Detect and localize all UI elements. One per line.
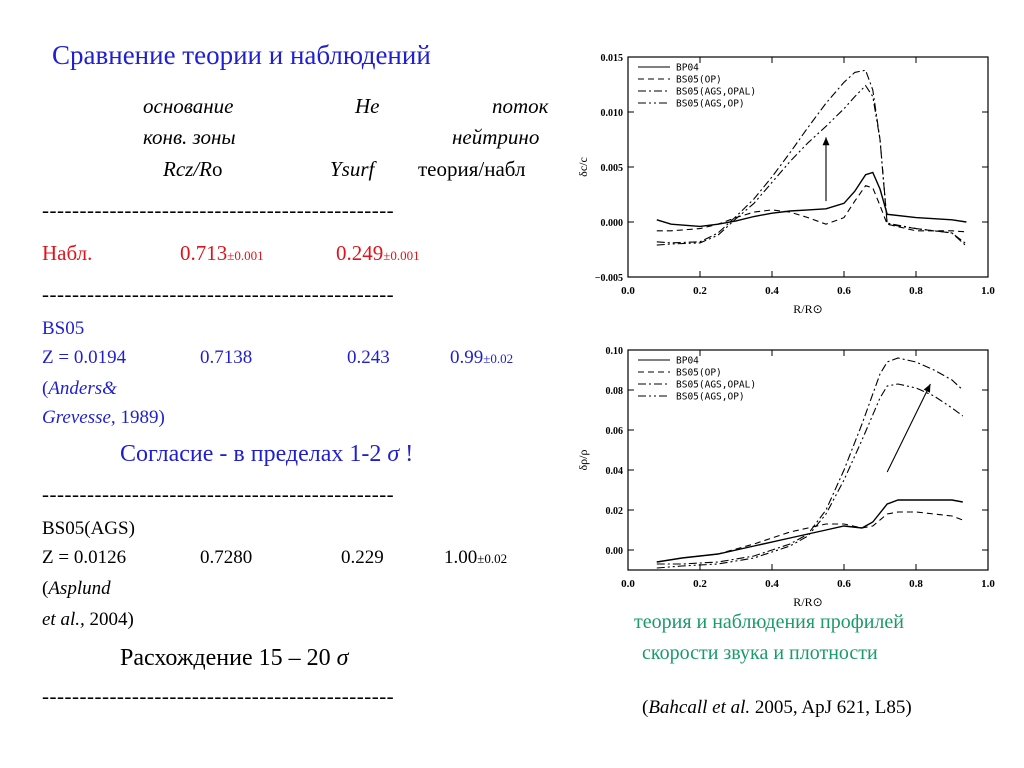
- legend-label: BP04: [676, 63, 699, 74]
- annotation-arrow: [886, 383, 931, 473]
- header-col3-line3: теория/набл: [418, 157, 526, 181]
- legend-label: BS05(AGS,OPAL): [676, 87, 756, 98]
- y-tick-label: 0.02: [606, 506, 624, 517]
- series-line-1: [656, 499, 963, 563]
- legend-label: BS05(OP): [676, 75, 722, 86]
- observed-label: Набл.: [42, 241, 93, 265]
- density-profile-chart: 0.0 0.2 0.4 0.6 0.8 1.0 0.00 0.02 0.04 0.06 0.08 0.…: [576, 346, 995, 609]
- bs05-verdict: Согласие - в пределах 1-2 σ !: [120, 441, 414, 467]
- x-axis-label: R/R⊙: [793, 595, 822, 609]
- page-title: Сравнение теории и наблюдений: [52, 40, 431, 70]
- x-tick-label: 0.0: [621, 285, 635, 297]
- legend-label: BS05(AGS,OPAL): [676, 380, 756, 391]
- y-axis-label: δc/c: [576, 157, 590, 177]
- x-tick-label: 1.0: [981, 285, 995, 297]
- series-line-1: [656, 171, 967, 228]
- header-col3-line2: нейтрино: [452, 125, 540, 149]
- x-tick-label: 0.6: [837, 285, 851, 297]
- y-tick-label: 0.000: [601, 218, 624, 229]
- bs05-flux: 0.99±0.02: [450, 347, 514, 368]
- citation: (Bahcall et al. 2005, ApJ 621, L85): [642, 697, 912, 718]
- series-line-2: [656, 185, 967, 233]
- header-col2-line3: Ysurf: [330, 157, 375, 181]
- x-tick-label: 0.4: [765, 578, 779, 590]
- bs05-reference-line2: Grevesse, 1989): [42, 407, 165, 428]
- series-line-2: [656, 511, 963, 563]
- x-axis-label: R/R⊙: [793, 302, 822, 316]
- y-tick-label: 0.00: [606, 546, 624, 557]
- y-tick-label: 0.04: [606, 466, 624, 477]
- legend-label: BS05(AGS,OP): [676, 99, 745, 110]
- x-tick-label: 0.2: [693, 285, 707, 297]
- bs05-ysurf: 0.243: [347, 347, 390, 368]
- header-col2-line1: He: [355, 94, 380, 118]
- header-col1-line3: Rcz/Ro: [163, 157, 223, 181]
- series-line-4: [656, 383, 964, 569]
- bs05ags-verdict: Расхождение 15 – 20 σ: [120, 645, 349, 671]
- legend-label: BS05(OP): [676, 368, 722, 379]
- bs05ags-flux: 1.00±0.02: [444, 547, 508, 568]
- y-tick-label: 0.005: [601, 163, 624, 174]
- header-col1-line1: основание: [143, 94, 234, 118]
- bs05ags-model: BS05(AGS): [42, 518, 135, 539]
- x-tick-label: 0.8: [909, 285, 923, 297]
- sound-speed-profile-chart: 0.0 0.2 0.4 0.6 0.8 1.0 −0.005 0.000 0.005 0.010 0…: [576, 53, 995, 316]
- separator-1: ----------------------------------------…: [42, 198, 395, 222]
- x-tick-label: 0.2: [693, 578, 707, 590]
- y-tick-label: 0.015: [601, 53, 624, 64]
- separator-3: ----------------------------------------…: [42, 482, 395, 506]
- bs05ags-reference-line2: et al., 2004): [42, 609, 134, 630]
- y-tick-label: 0.10: [606, 346, 624, 357]
- header-col3-line1: поток: [492, 94, 549, 118]
- y-tick-label: 0.010: [601, 108, 624, 119]
- x-tick-label: 1.0: [981, 578, 995, 590]
- observed-ysurf: 0.249±0.001: [336, 241, 420, 265]
- bs05ags-rcz: 0.7280: [200, 547, 253, 568]
- bs05-rcz: 0.7138: [200, 347, 253, 368]
- y-tick-label: −0.005: [595, 273, 623, 284]
- observed-rcz: 0.713±0.001: [180, 241, 264, 265]
- figure-caption-line1: теория и наблюдения профилей: [634, 611, 904, 633]
- annotation-arrowhead: [822, 137, 830, 146]
- separator-4: ----------------------------------------…: [42, 684, 395, 708]
- x-tick-label: 0.4: [765, 285, 779, 297]
- legend-label: BS05(AGS,OP): [676, 392, 745, 403]
- y-axis-label: δρ/ρ: [576, 450, 590, 471]
- annotation-arrowhead: [923, 384, 931, 393]
- bs05-model: BS05: [42, 318, 85, 339]
- y-tick-label: 0.08: [606, 386, 624, 397]
- bs05-reference-line1: (Anders&: [42, 378, 117, 399]
- header-col1-line2: конв. зоны: [143, 125, 236, 149]
- bs05-z: Z = 0.0194: [42, 347, 127, 368]
- separator-2: ----------------------------------------…: [42, 282, 395, 306]
- figure-caption-line2: скорости звука и плотности: [642, 642, 878, 664]
- y-tick-label: 0.06: [606, 426, 624, 437]
- bs05ags-reference-line1: (Asplund: [42, 578, 111, 599]
- plot-frame: [627, 349, 989, 571]
- x-tick-label: 0.6: [837, 578, 851, 590]
- bs05ags-ysurf: 0.229: [341, 547, 384, 568]
- x-tick-label: 0.8: [909, 578, 923, 590]
- series-line-4: [656, 84, 967, 246]
- series-line-3: [656, 357, 964, 565]
- bs05ags-z: Z = 0.0126: [42, 547, 127, 568]
- x-tick-label: 0.0: [621, 578, 635, 590]
- legend-label: BP04: [676, 356, 699, 367]
